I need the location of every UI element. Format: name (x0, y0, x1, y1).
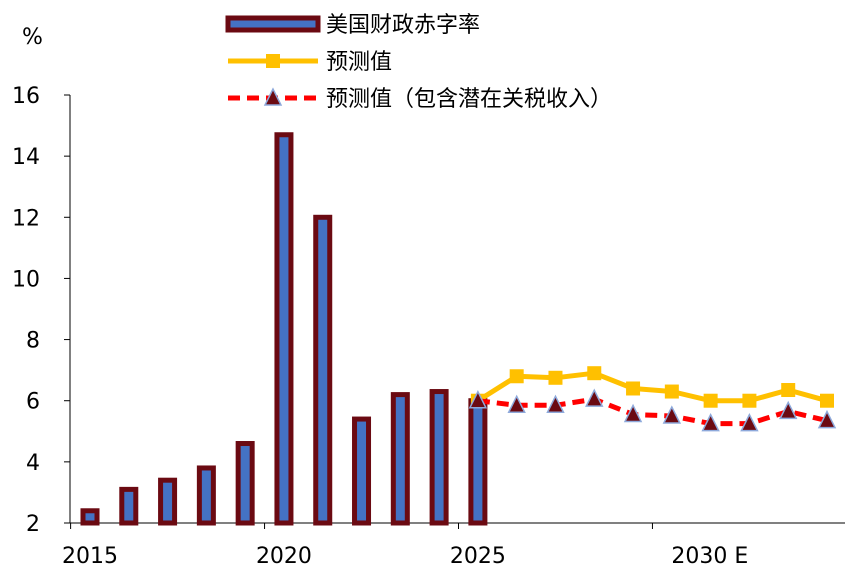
y-tick-label: 4 (26, 451, 40, 476)
forecast-tariff-point (546, 394, 565, 414)
y-tick-label: 14 (12, 145, 40, 170)
y-tick-label: 6 (26, 390, 40, 415)
forecast-tariff-point (817, 409, 837, 429)
forecast-tariff-point (662, 405, 682, 424)
x-tick-label: 2015 (62, 544, 118, 569)
forecast-point (820, 393, 834, 408)
forecast-tariff-point (585, 388, 604, 407)
forecast-point (587, 366, 602, 381)
y-tick-label: 10 (12, 267, 40, 292)
deficit-bar (468, 398, 488, 526)
deficit-bar (274, 132, 294, 526)
legend-label-tariff: 预测值（包含潜在关税收入） (326, 87, 612, 112)
forecast-point (626, 381, 641, 396)
deficit-bar (235, 441, 255, 526)
forecast-point (703, 393, 718, 408)
y-axis-unit-label: % (22, 25, 43, 50)
y-tick-label: 16 (12, 84, 40, 109)
axes: 2 4 6 8 10 12 14 16 2015 2020 2025 2030 E (12, 84, 845, 569)
x-tick-label: 2025 (450, 544, 506, 569)
legend-label-forecast: 预测值 (326, 50, 392, 75)
deficit-bar (352, 416, 372, 526)
forecast-tariff-point (701, 412, 720, 432)
forecast-point (509, 369, 524, 384)
deficit-bar (158, 477, 178, 526)
forecast-tariff-line (477, 396, 828, 427)
bar-series (80, 132, 488, 526)
y-tick-label: 2 (26, 512, 40, 537)
legend-forecast-marker (266, 54, 280, 68)
deficit-bar (390, 392, 410, 526)
legend-label-deficit: 美国财政赤字率 (326, 13, 480, 38)
deficit-bar (196, 465, 216, 526)
y-tick-label: 8 (26, 329, 40, 354)
forecast-tariff-point (468, 390, 488, 409)
forecast-tariff-point (778, 400, 798, 420)
legend-tariff-marker (263, 87, 283, 106)
forecast-point (664, 384, 679, 399)
y-tick-label: 12 (12, 206, 40, 231)
forecast-tariff-point (623, 403, 643, 423)
forecast-point (548, 370, 563, 385)
deficit-bar (313, 214, 333, 526)
forecast-tariff-point (740, 412, 759, 432)
forecast-tariff-point (507, 394, 526, 414)
forecast-line (476, 370, 828, 404)
legend-bar-swatch (225, 15, 321, 33)
x-tick-label: 2020 (256, 544, 312, 569)
x-tick-label: 2030 E (671, 544, 748, 569)
deficit-bar (429, 389, 449, 526)
forecast-point (781, 383, 796, 398)
forecast-point (742, 393, 757, 408)
deficit-bar (119, 486, 139, 526)
deficit-bar (80, 508, 100, 526)
line-series (468, 366, 837, 432)
